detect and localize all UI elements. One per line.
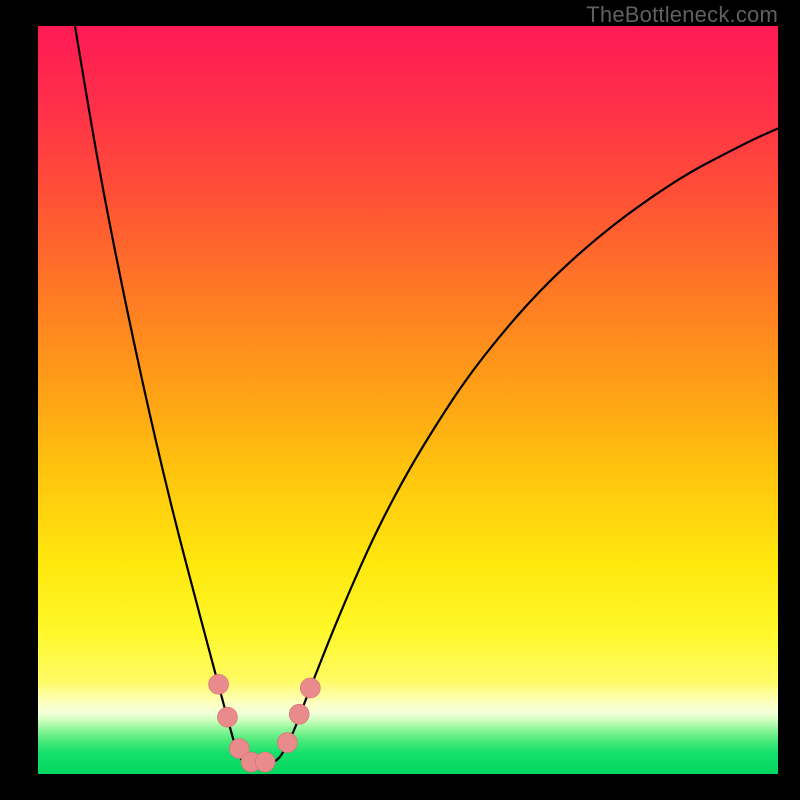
- curve-marker: [217, 707, 237, 727]
- curve-marker: [289, 704, 309, 724]
- watermark-text: TheBottleneck.com: [586, 2, 778, 28]
- chart-frame: TheBottleneck.com: [0, 0, 800, 800]
- bottleneck-curve-chart: [38, 26, 778, 774]
- curve-marker: [300, 678, 320, 698]
- curve-marker: [255, 752, 275, 772]
- curve-marker: [209, 674, 229, 694]
- gradient-background: [38, 26, 778, 774]
- curve-marker: [277, 733, 297, 753]
